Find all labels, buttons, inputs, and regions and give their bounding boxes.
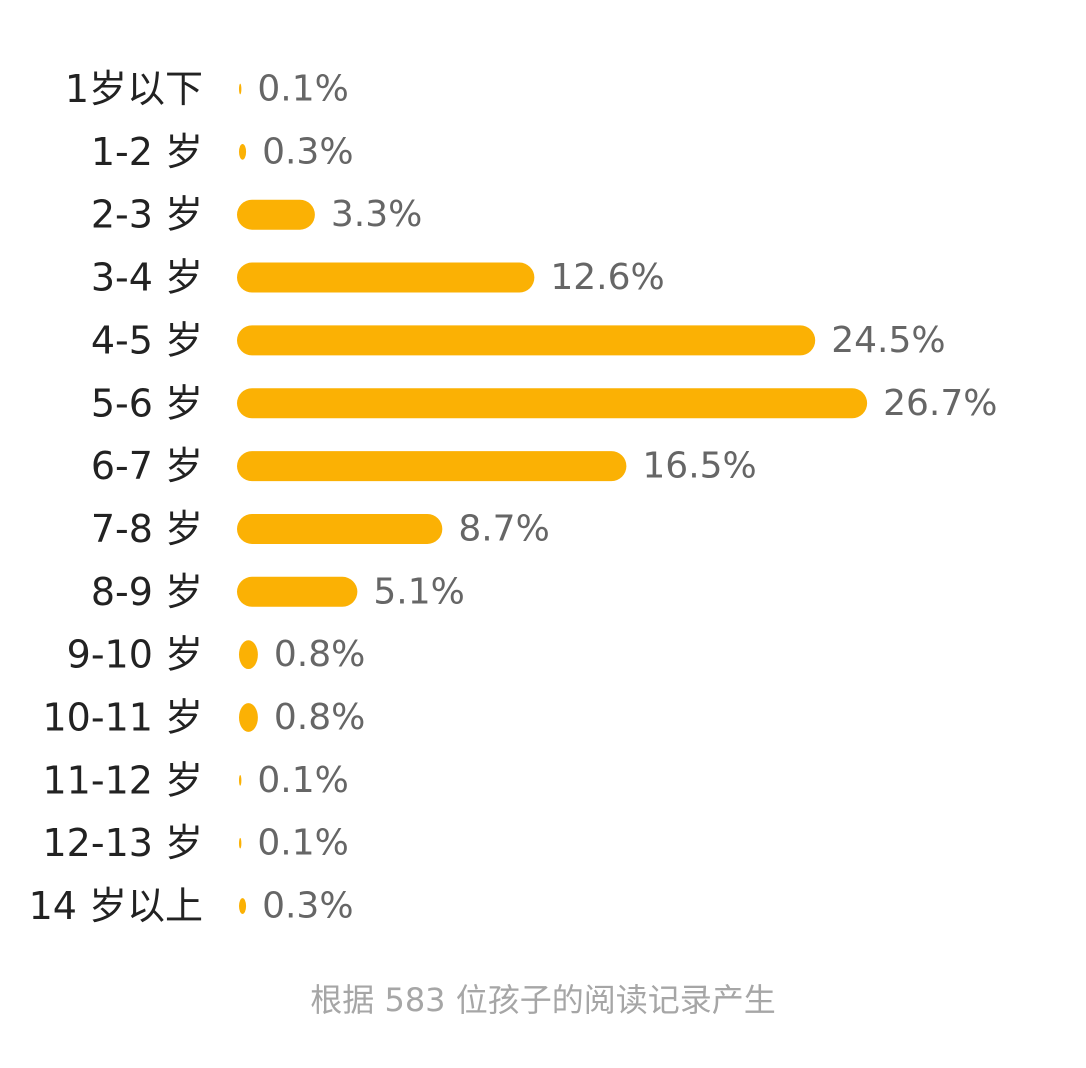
bar: [237, 325, 816, 356]
value-label: 26.7%: [883, 383, 997, 424]
category-label: 3-4 岁: [91, 256, 203, 300]
bar: [239, 143, 247, 160]
value-label: 24.5%: [831, 320, 945, 361]
value-label: 16.5%: [642, 446, 756, 487]
bar: [237, 451, 627, 482]
category-label: 7-8 岁: [91, 507, 203, 551]
category-label: 10-11 岁: [43, 696, 204, 740]
category-label: 12-13 岁: [43, 821, 204, 865]
value-label: 0.3%: [262, 131, 353, 172]
bar: [239, 898, 247, 914]
category-label: 5-6 岁: [91, 381, 203, 425]
value-label: 0.8%: [274, 634, 365, 675]
value-label: 8.7%: [458, 508, 549, 549]
bar: [237, 388, 868, 419]
value-label: 0.1%: [257, 69, 348, 110]
bar: [239, 837, 242, 849]
value-label: 12.6%: [550, 257, 664, 298]
category-label: 4-5 岁: [91, 318, 203, 362]
category-label: 9-10 岁: [67, 633, 203, 677]
bar: [237, 513, 443, 544]
category-label: 11-12 岁: [43, 758, 204, 802]
category-label: 6-7 岁: [91, 444, 203, 488]
category-label: 1-2 岁: [91, 130, 203, 174]
value-label: 0.8%: [274, 697, 365, 738]
bar: [239, 640, 258, 670]
category-label: 14 岁以上: [29, 884, 203, 928]
category-label: 1岁以下: [65, 67, 203, 111]
value-label: 0.1%: [257, 823, 348, 864]
footnote: 根据 583 位孩子的阅读记录产生: [310, 981, 776, 1019]
bar: [239, 775, 242, 786]
value-label: 5.1%: [373, 571, 464, 612]
value-label: 0.3%: [262, 886, 353, 927]
age-distribution-chart: 1岁以下 0.1% 1-2 岁 0.3% 2-3 岁 3.3% 3-4 岁 12.6% 4-5 …: [29, 67, 998, 928]
category-label: 2-3 岁: [91, 193, 203, 237]
bar: [239, 83, 242, 95]
value-label: 3.3%: [331, 194, 422, 235]
category-label: 8-9 岁: [91, 570, 203, 614]
bar: [237, 199, 315, 230]
value-label: 0.1%: [257, 760, 348, 801]
bar: [239, 703, 258, 732]
bar: [237, 262, 535, 293]
bar: [237, 576, 358, 607]
